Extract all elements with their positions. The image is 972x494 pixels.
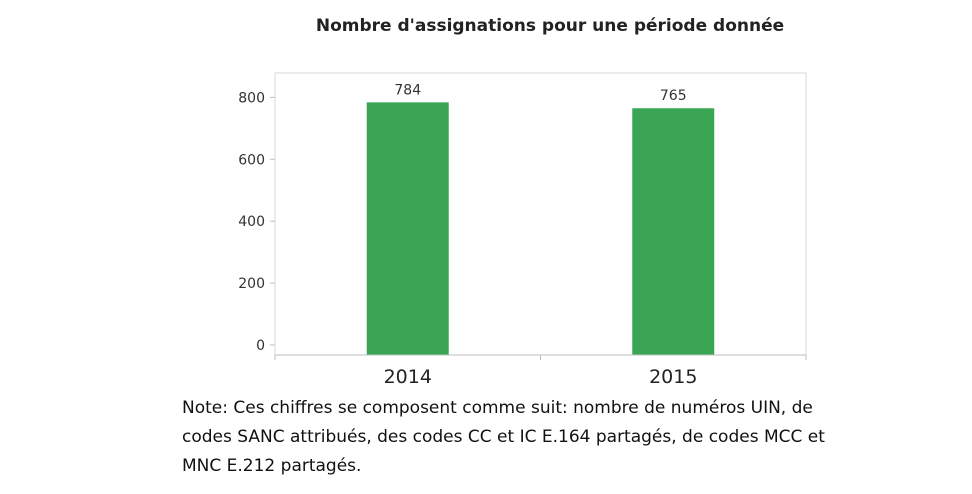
bar-value-label: 765 bbox=[660, 88, 687, 104]
chart-title: Nombre d'assignations pour une période d… bbox=[315, 16, 785, 36]
plot-area-frame bbox=[274, 72, 807, 356]
y-tick-label: 0 bbox=[256, 338, 265, 354]
x-tick-label: 2015 bbox=[649, 366, 697, 388]
y-tick-label: 400 bbox=[238, 214, 265, 230]
bar bbox=[366, 102, 449, 356]
bars: 784 765 bbox=[366, 82, 715, 356]
y-tick-label: 200 bbox=[238, 276, 265, 292]
x-tick-label: 2014 bbox=[384, 366, 432, 388]
chart-note: Note: Ces chiffres se composent comme su… bbox=[182, 398, 825, 476]
bar-value-label: 784 bbox=[394, 82, 421, 98]
y-tick-label: 800 bbox=[238, 90, 265, 106]
y-tick-label: 600 bbox=[238, 152, 265, 168]
bar bbox=[632, 108, 715, 355]
y-axis: 0 200 400 600 800 bbox=[238, 90, 275, 354]
x-axis: 2014 2015 bbox=[274, 354, 807, 388]
